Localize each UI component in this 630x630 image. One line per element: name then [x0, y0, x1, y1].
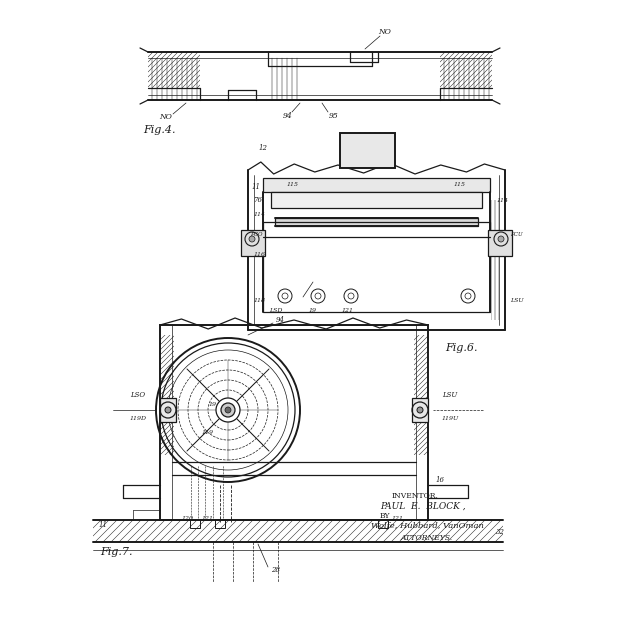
Text: Wolfe, Hubbard, VanOman: Wolfe, Hubbard, VanOman — [370, 522, 483, 530]
Text: LSU: LSU — [442, 391, 457, 399]
Text: 12: 12 — [258, 144, 268, 152]
Bar — [340, 133, 394, 168]
Text: 11: 11 — [98, 521, 108, 529]
Bar — [275, 218, 478, 226]
Text: LSD: LSD — [269, 307, 283, 312]
Text: 16: 16 — [436, 476, 445, 484]
Text: 121: 121 — [342, 307, 354, 312]
Text: 121: 121 — [392, 515, 404, 520]
Text: PCU: PCU — [510, 232, 523, 238]
Bar — [160, 325, 428, 520]
Text: 19: 19 — [209, 403, 217, 408]
Circle shape — [221, 403, 235, 417]
Text: BY: BY — [380, 512, 390, 520]
Text: 32: 32 — [496, 528, 505, 536]
Bar — [271, 192, 482, 208]
Text: PAUL  E.  BLOCK ,: PAUL E. BLOCK , — [380, 501, 466, 510]
Text: 116: 116 — [254, 251, 266, 256]
Text: 119D: 119D — [130, 416, 147, 420]
Text: 114: 114 — [254, 212, 266, 217]
Text: 118: 118 — [254, 297, 266, 302]
Text: LSU: LSU — [510, 297, 524, 302]
Circle shape — [249, 236, 255, 242]
Circle shape — [225, 407, 231, 413]
Polygon shape — [491, 200, 499, 320]
Bar — [172, 325, 416, 520]
Text: ATTORNEYS.: ATTORNEYS. — [401, 534, 453, 542]
Text: Fig.7.: Fig.7. — [100, 547, 132, 557]
Text: 114: 114 — [497, 197, 509, 202]
Text: 94: 94 — [275, 316, 285, 324]
Text: 115: 115 — [454, 181, 466, 186]
Bar — [412, 398, 428, 422]
Bar — [488, 230, 512, 256]
Polygon shape — [160, 335, 174, 455]
Text: 19: 19 — [309, 307, 317, 312]
Text: PCO: PCO — [249, 232, 262, 238]
Polygon shape — [340, 132, 394, 168]
Text: 120: 120 — [182, 515, 194, 520]
Text: LSO: LSO — [130, 391, 146, 399]
Polygon shape — [440, 52, 492, 88]
Circle shape — [417, 407, 423, 413]
Text: Fig.4.: Fig.4. — [143, 125, 176, 135]
Bar — [241, 230, 265, 256]
Bar — [190, 520, 200, 528]
Text: 119: 119 — [202, 430, 214, 435]
Text: NO: NO — [379, 28, 391, 36]
Bar — [215, 520, 225, 528]
Polygon shape — [414, 335, 428, 455]
Circle shape — [498, 236, 504, 242]
Text: 121: 121 — [202, 515, 214, 520]
Text: 115: 115 — [287, 181, 299, 186]
Text: INVENTOR.: INVENTOR. — [392, 492, 438, 500]
Text: 76: 76 — [253, 196, 263, 204]
Bar — [263, 178, 490, 192]
Circle shape — [165, 407, 171, 413]
Text: 95: 95 — [329, 112, 339, 120]
Text: 11: 11 — [251, 183, 260, 191]
Text: 28: 28 — [272, 566, 280, 574]
Text: Fig.6.: Fig.6. — [445, 343, 478, 353]
Polygon shape — [93, 520, 503, 542]
Text: 119U: 119U — [442, 416, 459, 420]
Text: 94: 94 — [283, 112, 293, 120]
Polygon shape — [148, 52, 200, 88]
Text: NO: NO — [159, 113, 173, 121]
Bar — [160, 398, 176, 422]
Bar — [378, 520, 388, 528]
Bar — [263, 222, 490, 312]
